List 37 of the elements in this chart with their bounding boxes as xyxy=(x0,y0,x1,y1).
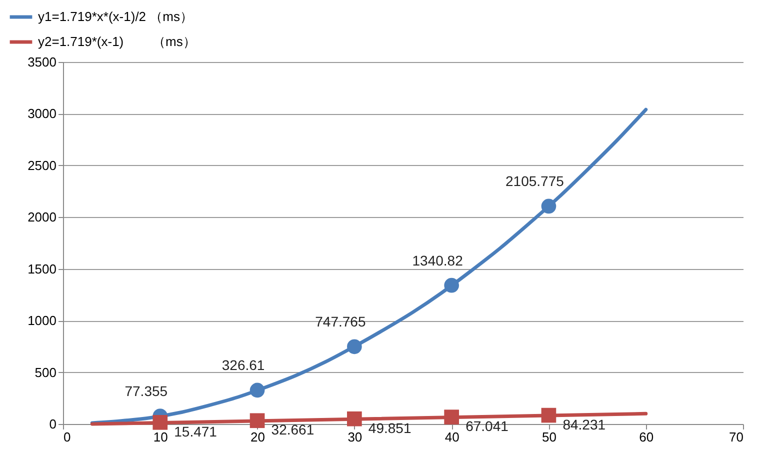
x-tick-label: 50 xyxy=(542,430,556,444)
data-label: 32.661 xyxy=(271,422,314,438)
data-label: 84.231 xyxy=(562,416,606,432)
point xyxy=(152,414,168,430)
point xyxy=(444,410,459,424)
point xyxy=(347,339,362,354)
y-tick-label: 1000 xyxy=(28,313,56,328)
x-tick-label: 30 xyxy=(348,430,362,444)
x-tick-label: 20 xyxy=(250,430,266,444)
data-label: 1340.82 xyxy=(412,252,464,268)
data-label: 15.471 xyxy=(174,423,218,440)
data-label: 2105.775 xyxy=(506,173,564,190)
data-label: 49.851 xyxy=(368,420,412,436)
y-tick-label: 3000 xyxy=(28,106,56,122)
point xyxy=(444,278,459,293)
y-tick-label: 1500 xyxy=(28,261,56,276)
y-tick-label: 0 xyxy=(49,416,56,432)
x-tick-label: 0 xyxy=(64,430,71,444)
data-label: 67.041 xyxy=(466,418,509,434)
point xyxy=(250,382,265,398)
y-tick-label: 500 xyxy=(34,364,56,380)
y-tick-label: 2500 xyxy=(28,158,56,173)
point xyxy=(250,413,265,428)
legend-label: y1=1.719*x*(x-1)/2 （ms） xyxy=(38,9,193,24)
y-tick-label: 2000 xyxy=(28,210,56,225)
data-label: 326.61 xyxy=(222,357,265,374)
y-tick-label: 3500 xyxy=(28,54,56,70)
x-tick-label: 40 xyxy=(444,430,460,444)
point xyxy=(347,411,362,426)
point xyxy=(541,408,556,423)
x-tick-label: 70 xyxy=(729,430,744,444)
data-label: 747.765 xyxy=(315,314,366,330)
point xyxy=(541,198,556,214)
x-tick-label: 60 xyxy=(639,430,654,444)
data-label: 77.355 xyxy=(124,383,168,399)
legend-label: y2=1.719*(x-1) （ms） xyxy=(38,34,196,49)
x-tick-label: 10 xyxy=(153,430,168,444)
